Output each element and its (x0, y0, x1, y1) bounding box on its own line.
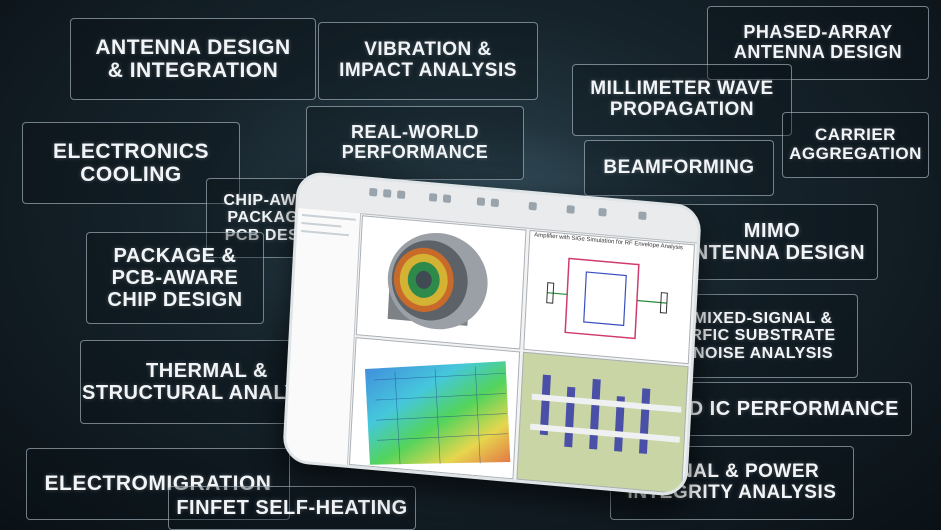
card-mixed-signal-label: MIXED-SIGNAL & RFIC SUBSTRATE NOISE ANAL… (690, 309, 836, 362)
card-mmwave-label: MILLIMETER WAVE PROPAGATION (590, 78, 774, 120)
field-simulation-render (364, 361, 511, 465)
toolbar-icon (528, 201, 537, 211)
toolbar-icon (598, 207, 607, 217)
package-layout-render (530, 374, 682, 454)
toolbar-icon (428, 193, 438, 202)
pane-field-simulation (348, 337, 521, 480)
card-carrier-aggregation-label: CARRIER AGGREGATION (789, 125, 922, 163)
pane-circuit-schematic: Amplifier with SiGe Simulation for RF En… (523, 229, 695, 365)
card-package-pcb: PACKAGE & PCB-AWARE CHIP DESIGN (86, 232, 264, 324)
card-vibration-label: VIBRATION & IMPACT ANALYSIS (339, 39, 517, 81)
card-electromigration: ELECTROMIGRATION (26, 448, 290, 520)
card-3d-ic: 3D IC PERFORMANCE (664, 382, 912, 436)
card-electronics-cooling: ELECTRONICS COOLING (22, 122, 240, 204)
motor-model-render (387, 232, 488, 330)
card-electronics-cooling-label: ELECTRONICS COOLING (52, 139, 209, 186)
card-package-pcb-label: PACKAGE & PCB-AWARE CHIP DESIGN (107, 245, 243, 311)
card-real-world-label: REAL-WORLD PERFORMANCE (341, 122, 489, 162)
card-phased-array-label: PHASED-ARRAY ANTENNA DESIGN (733, 22, 903, 62)
card-finfet: FINFET SELF-HEATING (168, 486, 416, 530)
circuit-schematic (546, 257, 668, 340)
card-vibration: VIBRATION & IMPACT ANALYSIS (318, 22, 538, 100)
toolbar-icon (442, 194, 452, 203)
toolbar-icon (369, 187, 378, 197)
card-beamforming: BEAMFORMING (584, 140, 774, 196)
card-antenna-design: ANTENNA DESIGN & INTEGRATION (70, 18, 316, 100)
pane-package-layout (516, 351, 689, 495)
card-beamforming-label: BEAMFORMING (603, 156, 755, 178)
toolbar-icon (490, 198, 500, 208)
card-carrier-aggregation: CARRIER AGGREGATION (782, 112, 929, 178)
card-signal-power-label: SIGNAL & POWER INTEGRITY ANALYSIS (628, 461, 837, 503)
card-phased-array: PHASED-ARRAY ANTENNA DESIGN (707, 6, 929, 80)
card-finfet-label: FINFET SELF-HEATING (176, 497, 408, 519)
card-real-world: REAL-WORLD PERFORMANCE (306, 106, 524, 180)
card-mmwave: MILLIMETER WAVE PROPAGATION (572, 64, 792, 136)
card-3d-ic-label: 3D IC PERFORMANCE (677, 398, 899, 420)
pane-3d-model (355, 215, 527, 350)
card-mimo: MIMO ANTENNA DESIGN (666, 204, 878, 280)
card-antenna-design-label: ANTENNA DESIGN & INTEGRATION (95, 35, 291, 82)
card-mimo-label: MIMO ANTENNA DESIGN (678, 220, 866, 264)
toolbar-icon (383, 189, 392, 198)
toolbar-icon (476, 197, 486, 206)
software-screenshot: Amplifier with SiGe Simulation for RF En… (282, 170, 702, 498)
card-electromigration-label: ELECTROMIGRATION (44, 472, 272, 496)
toolbar-icon (566, 205, 575, 214)
card-mixed-signal: MIXED-SIGNAL & RFIC SUBSTRATE NOISE ANAL… (668, 294, 858, 378)
toolbar-icon (638, 211, 647, 221)
toolbar-icon (396, 190, 406, 199)
